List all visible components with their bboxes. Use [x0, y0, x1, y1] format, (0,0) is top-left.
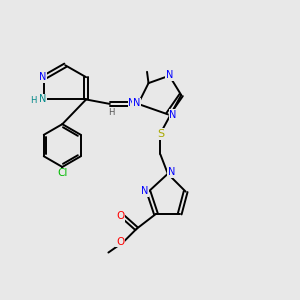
Text: N: N	[166, 70, 174, 80]
Text: H: H	[30, 97, 36, 106]
Text: S: S	[157, 129, 164, 139]
Text: N: N	[133, 98, 140, 108]
Text: N: N	[141, 186, 148, 196]
Text: O: O	[116, 236, 124, 247]
Text: Cl: Cl	[57, 169, 68, 178]
Text: N: N	[39, 94, 47, 104]
Text: O: O	[116, 211, 124, 221]
Text: N: N	[39, 72, 47, 82]
Text: N: N	[168, 167, 175, 177]
Text: N: N	[128, 98, 136, 108]
Text: N: N	[169, 110, 177, 120]
Text: H: H	[108, 108, 115, 117]
